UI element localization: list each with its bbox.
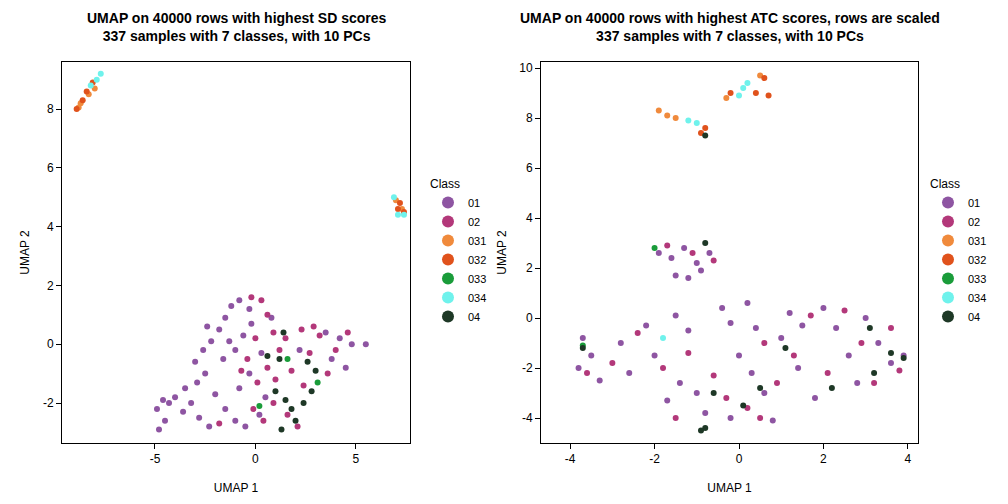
svg-text:Class: Class <box>930 177 960 191</box>
svg-text:UMAP on 40000 rows with highes: UMAP on 40000 rows with highest SD score… <box>87 10 386 44</box>
svg-text:-4: -4 <box>565 452 576 466</box>
svg-text:034: 034 <box>968 292 986 304</box>
svg-text:02: 02 <box>468 216 480 228</box>
svg-text:-5: -5 <box>150 452 161 466</box>
svg-text:01: 01 <box>968 197 980 209</box>
svg-text:4: 4 <box>526 211 533 225</box>
svg-text:UMAP 1: UMAP 1 <box>707 481 752 495</box>
svg-text:8: 8 <box>47 102 54 116</box>
svg-text:033: 033 <box>468 273 486 285</box>
svg-text:10: 10 <box>519 61 533 75</box>
svg-text:0: 0 <box>47 337 54 351</box>
svg-text:2: 2 <box>47 279 54 293</box>
svg-text:-4: -4 <box>522 411 533 425</box>
svg-text:UMAP 2: UMAP 2 <box>18 230 32 275</box>
svg-text:04: 04 <box>968 311 980 323</box>
svg-text:031: 031 <box>968 235 986 247</box>
svg-text:6: 6 <box>526 161 533 175</box>
svg-text:0: 0 <box>252 452 259 466</box>
svg-text:032: 032 <box>468 254 486 266</box>
svg-text:2: 2 <box>526 261 533 275</box>
svg-text:0: 0 <box>736 452 743 466</box>
svg-text:-2: -2 <box>522 361 533 375</box>
svg-text:UMAP on 40000 rows with highes: UMAP on 40000 rows with highest ATC scor… <box>520 10 940 44</box>
svg-text:034: 034 <box>468 292 486 304</box>
svg-text:4: 4 <box>47 220 54 234</box>
svg-text:Class: Class <box>430 177 460 191</box>
svg-text:UMAP 1: UMAP 1 <box>214 481 259 495</box>
svg-text:-2: -2 <box>43 396 54 410</box>
svg-text:-2: -2 <box>649 452 660 466</box>
svg-text:04: 04 <box>468 311 480 323</box>
svg-text:8: 8 <box>526 111 533 125</box>
svg-text:01: 01 <box>468 197 480 209</box>
svg-text:6: 6 <box>47 161 54 175</box>
svg-text:UMAP 2: UMAP 2 <box>495 230 509 275</box>
svg-text:0: 0 <box>526 311 533 325</box>
svg-text:4: 4 <box>905 452 912 466</box>
svg-text:032: 032 <box>968 254 986 266</box>
svg-text:2: 2 <box>820 452 827 466</box>
svg-text:033: 033 <box>968 273 986 285</box>
svg-text:02: 02 <box>968 216 980 228</box>
svg-text:031: 031 <box>468 235 486 247</box>
svg-text:5: 5 <box>352 452 359 466</box>
